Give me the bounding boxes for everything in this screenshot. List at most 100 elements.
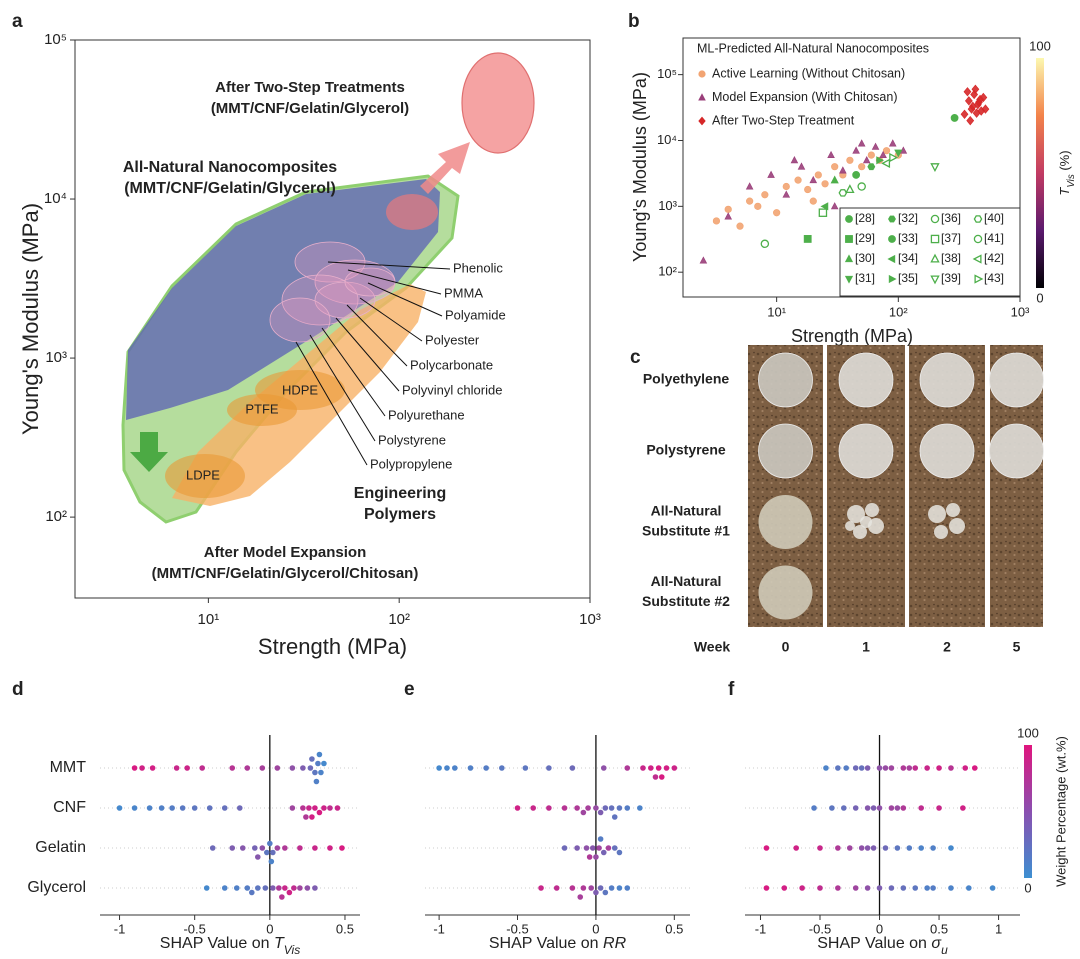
shap-point	[297, 885, 303, 891]
legend-marker	[930, 275, 940, 285]
leader-line	[347, 269, 442, 295]
x-tick-label: -1	[755, 921, 767, 936]
shap-point	[894, 845, 901, 851]
legend-label: [30]	[855, 251, 875, 265]
shap-point	[546, 765, 552, 771]
shap-point	[139, 765, 145, 771]
shap-point	[334, 805, 341, 811]
shap-point	[268, 858, 275, 865]
region-label: (MMT/CNF/Gelatin/Glycerol/Chitosan)	[152, 565, 419, 582]
shap-point	[270, 849, 276, 856]
point	[960, 109, 969, 119]
shap-point	[306, 805, 312, 811]
legend-label: [40]	[984, 211, 1004, 225]
legend-label: [31]	[855, 271, 875, 285]
shap-point	[312, 769, 318, 776]
point	[857, 139, 866, 147]
region-label: After Model Expansion	[204, 544, 367, 561]
colorbar-title: TVis (%)	[1057, 150, 1077, 195]
label-subscript: u	[941, 943, 948, 957]
x-axis-label: SHAP Value on σu	[817, 935, 948, 957]
x-tick-label: 0.5	[665, 921, 683, 936]
film-residue	[845, 521, 855, 531]
colorbar	[1024, 745, 1032, 878]
point	[867, 151, 875, 159]
legend-label: [29]	[855, 231, 875, 245]
shap-point	[131, 765, 138, 771]
shap-point	[652, 774, 659, 780]
x-axis-label: Strength (MPa)	[258, 634, 407, 659]
shap-point	[267, 840, 273, 847]
film-residue	[934, 525, 948, 539]
reference-point	[830, 175, 839, 184]
polymer-region	[281, 274, 359, 326]
shap-point	[236, 805, 243, 811]
point	[782, 182, 790, 191]
shap-point	[817, 885, 823, 891]
point	[767, 170, 775, 178]
reference-point	[930, 163, 940, 173]
point	[879, 150, 887, 159]
point	[831, 163, 839, 171]
reference-point	[894, 149, 903, 158]
shap-point	[259, 845, 266, 851]
reference-legend	[839, 207, 1021, 297]
shap-point	[864, 805, 871, 811]
polymer-label: Phenolic	[453, 260, 503, 275]
y-tick-label: 10³	[45, 349, 67, 366]
colorbar-title: Weight Percentage (wt.%)	[1053, 736, 1068, 887]
shap-point	[597, 836, 604, 842]
shap-point	[858, 845, 865, 851]
row-label: MMT	[50, 759, 87, 776]
row-label: All-Natural	[651, 573, 722, 589]
shap-point	[499, 765, 505, 771]
shap-point	[303, 814, 309, 820]
shap-point	[574, 805, 580, 811]
material-region	[227, 394, 297, 426]
x-tick-label: -1	[114, 921, 126, 936]
legend-marker	[888, 274, 897, 284]
shap-point	[637, 805, 643, 811]
film	[919, 423, 975, 479]
x-tick-label: -0.5	[183, 921, 205, 936]
shap-point	[624, 765, 631, 771]
shap-point	[514, 805, 521, 811]
axes-frame	[682, 37, 1021, 298]
shap-point	[799, 885, 805, 891]
reference-point	[867, 163, 876, 171]
legend-marker	[930, 234, 940, 244]
shap-point	[971, 765, 978, 771]
reference-point	[760, 239, 770, 249]
film	[758, 565, 813, 620]
legend-marker	[973, 215, 983, 223]
legend-label: [39]	[941, 271, 961, 285]
shap-point	[307, 765, 314, 771]
point	[790, 156, 799, 164]
shap-point	[276, 885, 282, 891]
shap-point	[282, 885, 288, 891]
legend-label: [41]	[984, 231, 1004, 245]
legend-label: [36]	[941, 211, 961, 225]
shap-point	[209, 845, 216, 851]
leader-line	[335, 317, 400, 392]
shap-point	[906, 765, 913, 771]
y-tick-label: 10⁵	[44, 31, 67, 48]
film-residue	[946, 503, 960, 517]
leader-line	[359, 297, 423, 342]
x-tick-label: -0.5	[506, 921, 528, 936]
shap-point	[255, 885, 261, 891]
legend-marker	[930, 253, 940, 263]
point	[797, 162, 806, 170]
polymer-label: Polystyrene	[378, 432, 446, 447]
legend-marker	[844, 254, 854, 263]
shap-point	[262, 885, 269, 891]
shap-point	[116, 805, 123, 811]
panel-label: f	[728, 679, 735, 700]
shap-point	[600, 849, 607, 856]
reference-point	[857, 182, 866, 191]
legend-marker	[888, 215, 896, 223]
reference-point	[803, 235, 812, 243]
shap-point	[158, 805, 165, 811]
row-label: Polyethylene	[643, 371, 730, 387]
